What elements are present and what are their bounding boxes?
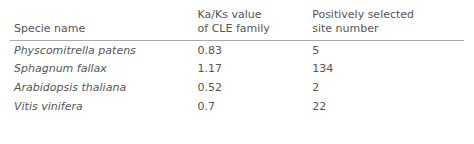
table-cell: Sphagnum fallax <box>10 59 194 78</box>
table-cell: 134 <box>308 59 464 78</box>
table-cell: 0.52 <box>194 78 309 97</box>
table-row: Physcomitrella patens0.835 <box>10 40 464 59</box>
header-row: Specie nameKa/Ks value of CLE familyPosi… <box>10 6 464 40</box>
data-table: Specie nameKa/Ks value of CLE familyPosi… <box>10 6 464 116</box>
column-header: Positively selected site number <box>308 6 464 40</box>
column-header: Ka/Ks value of CLE family <box>194 6 309 40</box>
table-row: Sphagnum fallax1.17134 <box>10 59 464 78</box>
table-cell: 2 <box>308 78 464 97</box>
table-row: Arabidopsis thaliana0.522 <box>10 78 464 97</box>
table-cell: 1.17 <box>194 59 309 78</box>
column-header: Specie name <box>10 6 194 40</box>
table-head: Specie nameKa/Ks value of CLE familyPosi… <box>10 6 464 40</box>
table-cell: 5 <box>308 40 464 59</box>
table-cell: 22 <box>308 97 464 116</box>
table-cell: 0.7 <box>194 97 309 116</box>
table-cell: Vitis vinifera <box>10 97 194 116</box>
table-body: Physcomitrella patens0.835Sphagnum falla… <box>10 40 464 116</box>
table-row: Vitis vinifera0.722 <box>10 97 464 116</box>
table-container: Specie nameKa/Ks value of CLE familyPosi… <box>0 0 474 144</box>
table-cell: Arabidopsis thaliana <box>10 78 194 97</box>
table-cell: Physcomitrella patens <box>10 40 194 59</box>
table-cell: 0.83 <box>194 40 309 59</box>
